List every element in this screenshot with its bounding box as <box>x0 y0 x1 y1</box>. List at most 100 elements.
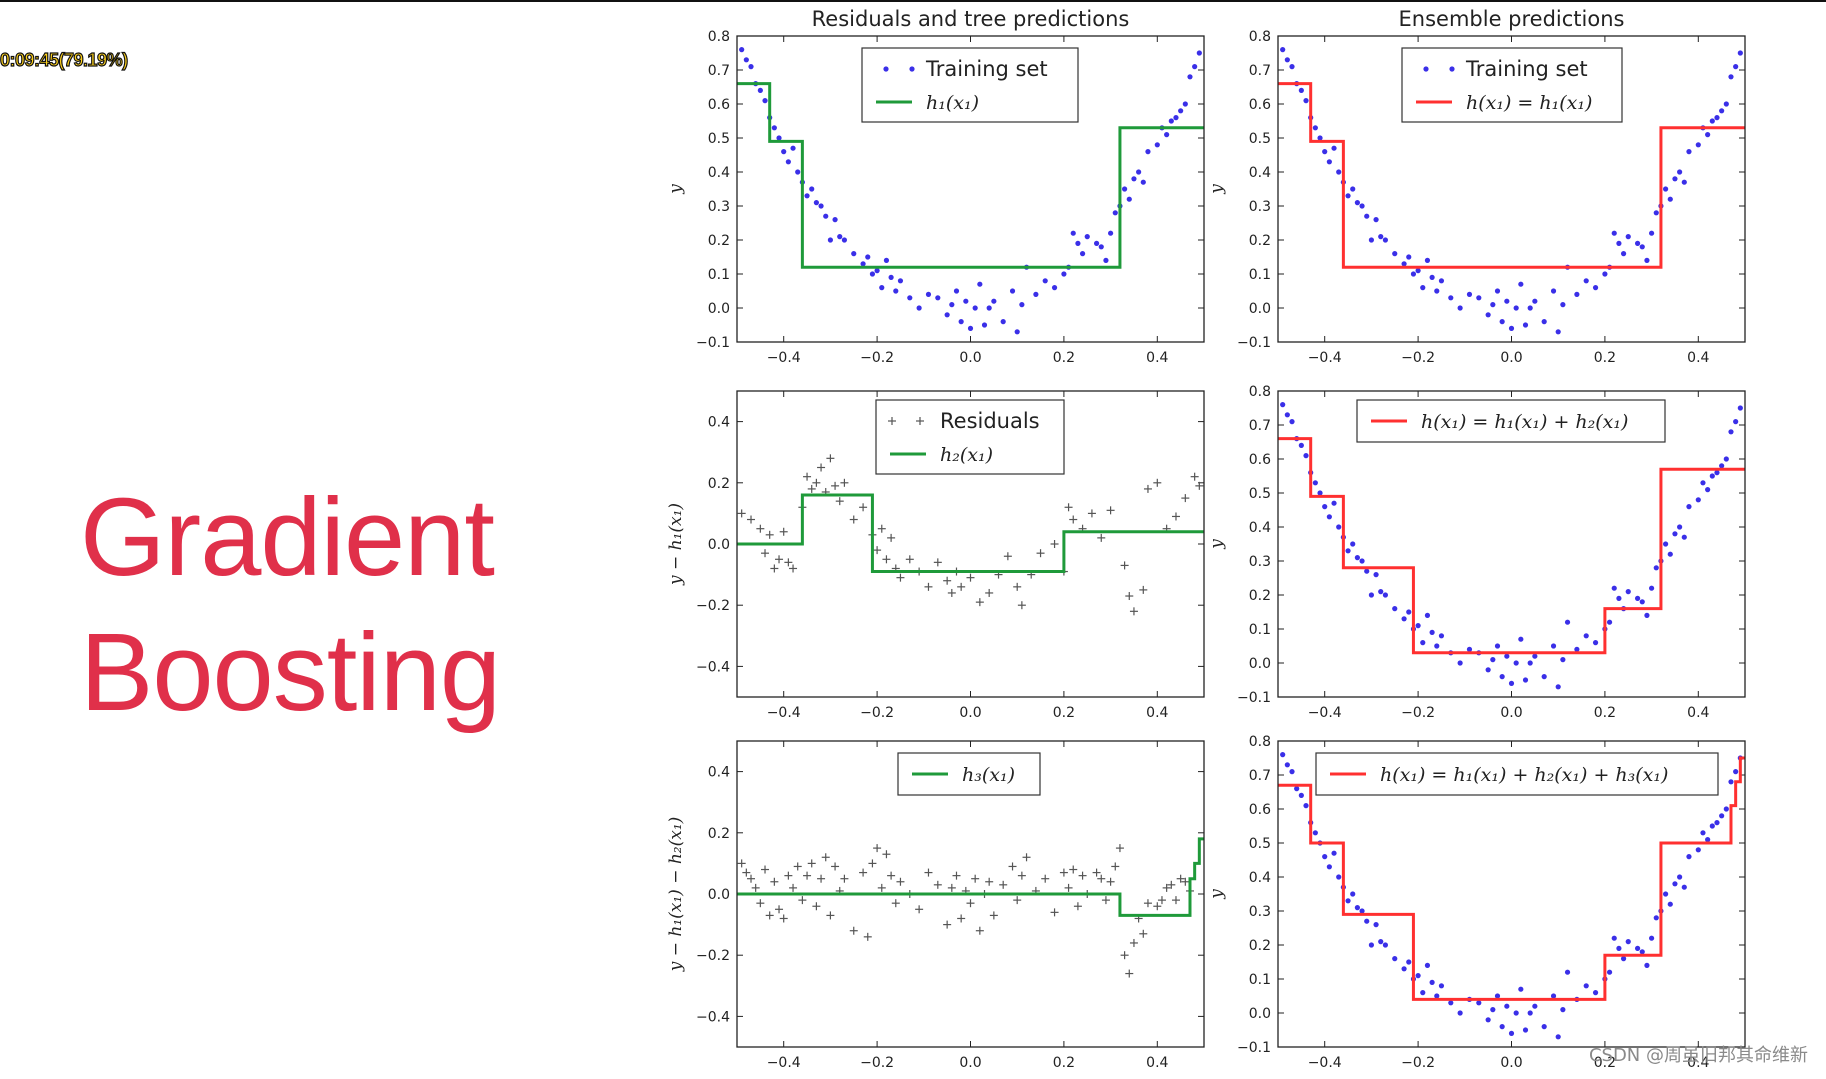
residual-point <box>882 850 891 859</box>
training-point <box>1378 589 1384 595</box>
training-point <box>1550 993 1557 999</box>
training-point <box>1672 176 1678 182</box>
training-point <box>818 203 824 209</box>
y-axis-label: y − h₁(x₁) <box>666 503 686 586</box>
residual-point <box>1013 582 1022 591</box>
training-point <box>981 322 988 328</box>
training-point <box>795 169 801 175</box>
training-point <box>1382 592 1389 598</box>
training-point <box>1192 64 1198 70</box>
y-tick-label: 0.7 <box>1249 768 1271 784</box>
residual-point <box>957 914 966 923</box>
y-tick-label: 0.6 <box>1249 452 1271 468</box>
axes-frame <box>736 740 1205 1048</box>
training-point <box>1649 585 1655 591</box>
training-point <box>1466 646 1473 653</box>
y-tick-label: −0.4 <box>696 1009 730 1025</box>
training-point <box>1550 288 1557 294</box>
training-point <box>883 257 890 263</box>
training-point <box>1424 257 1431 263</box>
residual-point <box>1050 540 1059 548</box>
training-point <box>1620 251 1627 257</box>
training-point <box>991 298 997 304</box>
training-point <box>1667 551 1673 557</box>
residual-point <box>765 911 774 920</box>
training-point <box>986 305 992 311</box>
training-point <box>879 285 885 291</box>
y-tick-label: −0.1 <box>1237 335 1271 351</box>
residual-point <box>1078 871 1087 880</box>
x-tick-label: −0.2 <box>1401 705 1435 721</box>
training-point <box>1555 329 1561 335</box>
training-point <box>1616 240 1622 246</box>
training-point <box>1574 646 1580 653</box>
legend-marker <box>909 66 915 72</box>
residual-point <box>896 877 905 886</box>
headline-line-1: Gradient <box>80 476 495 599</box>
residual-point <box>891 899 900 908</box>
training-point <box>1364 213 1370 219</box>
training-point <box>1663 891 1669 897</box>
training-point <box>1345 548 1351 554</box>
y-tick-label: 0.0 <box>1249 656 1271 672</box>
training-point <box>1714 470 1720 476</box>
training-point <box>823 213 829 219</box>
y-tick-label: 0.4 <box>708 165 730 181</box>
residual-point <box>737 859 746 868</box>
training-point <box>1583 633 1589 639</box>
residual-point <box>882 555 891 564</box>
x-tick-label: −0.4 <box>767 350 801 366</box>
training-point <box>1634 240 1641 246</box>
training-point <box>1695 497 1701 503</box>
residual-point <box>784 558 793 567</box>
residual-point <box>1106 506 1115 515</box>
training-point <box>1522 677 1529 683</box>
residual-point <box>1087 509 1096 518</box>
training-point <box>1733 419 1739 425</box>
residual-point <box>1125 969 1134 978</box>
training-point <box>1681 884 1687 890</box>
training-point <box>1677 524 1683 530</box>
training-point <box>1317 135 1323 141</box>
y-tick-label: 0.4 <box>708 765 730 781</box>
y-tick-label: 0.1 <box>1249 972 1271 988</box>
y-tick-label: −0.2 <box>696 598 730 614</box>
prediction-step-line <box>737 82 1204 269</box>
training-point <box>1527 1010 1533 1016</box>
residual-point <box>1064 503 1073 512</box>
residual-point <box>1162 883 1171 892</box>
training-point <box>1639 949 1645 955</box>
training-point <box>1331 850 1337 856</box>
training-point <box>1485 312 1491 318</box>
training-point <box>1583 983 1589 989</box>
training-point <box>1322 149 1328 155</box>
residual-point <box>924 868 933 877</box>
y-tick-label: −0.4 <box>696 659 730 675</box>
training-point <box>1406 254 1412 260</box>
training-point <box>1494 643 1501 649</box>
training-point <box>865 254 871 260</box>
training-point <box>1284 412 1290 418</box>
residual-point <box>957 582 966 591</box>
training-point <box>1686 504 1692 510</box>
legend: Training set h(x₁) = h₁(x₁) <box>1401 47 1623 123</box>
residual-point <box>817 463 826 472</box>
legend-marker <box>1423 66 1429 72</box>
residual-point <box>751 883 760 892</box>
training-point <box>1667 196 1673 202</box>
y-tick-label: 0.7 <box>1249 418 1271 434</box>
training-point <box>1331 145 1337 151</box>
training-point <box>781 149 787 155</box>
y-tick-label: 0.2 <box>708 233 730 249</box>
residual-point <box>985 877 994 886</box>
y-axis-label: y <box>1207 889 1227 900</box>
training-point <box>785 159 791 165</box>
residual-point <box>761 549 770 558</box>
residual-point <box>826 454 835 463</box>
plot-area <box>1278 752 1745 1040</box>
training-point <box>1686 149 1692 155</box>
legend-entry-label: Residuals <box>940 409 1040 433</box>
training-point <box>1303 453 1309 459</box>
residual-point <box>1171 512 1180 521</box>
x-tick-label: −0.2 <box>860 705 894 721</box>
